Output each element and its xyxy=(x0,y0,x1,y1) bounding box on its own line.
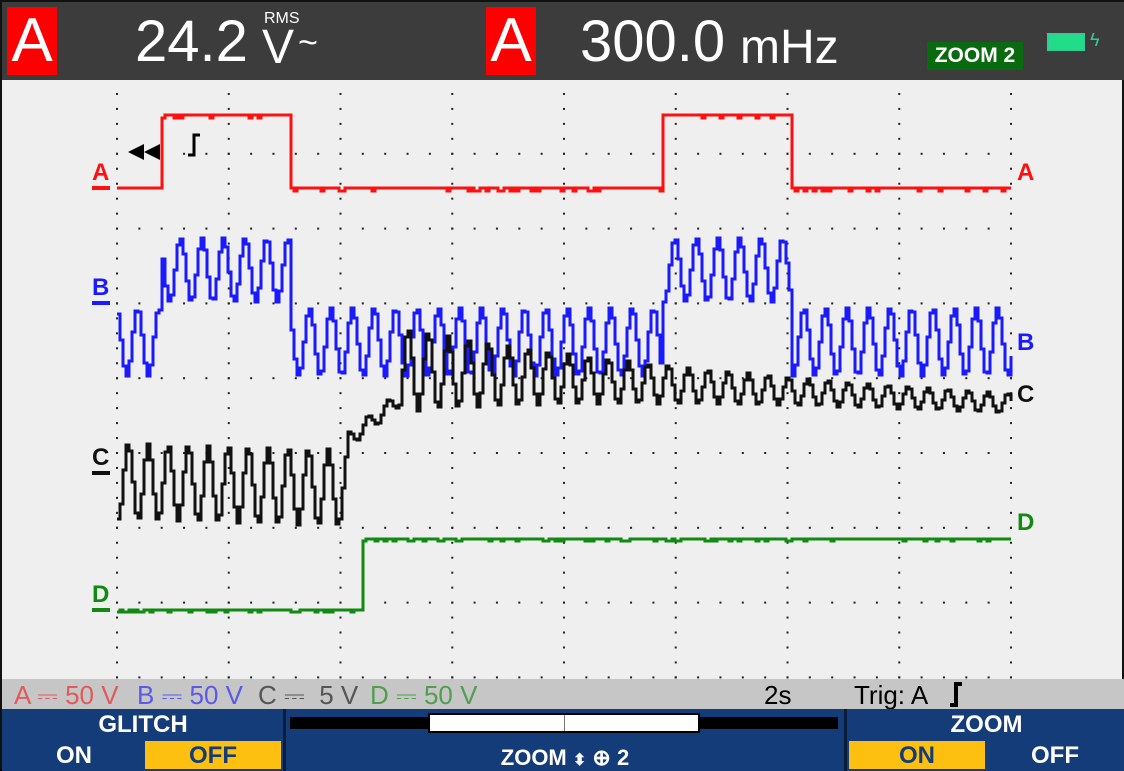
zoom-in-icon: ⊕ xyxy=(592,745,611,770)
trace-c xyxy=(117,329,1013,527)
divider xyxy=(844,709,847,771)
channel-marker-underline xyxy=(92,608,110,612)
ac-dc-icon: ~ xyxy=(298,24,318,62)
divider xyxy=(283,709,286,771)
battery-charging-icon xyxy=(1047,33,1085,51)
channel-marker-underline xyxy=(92,471,110,475)
channel-marker-underline xyxy=(92,301,110,305)
glitch-softkey[interactable]: GLITCH ON OFF xyxy=(2,709,284,771)
rising-edge-icon xyxy=(946,681,966,714)
charging-bolt-icon: ϟ xyxy=(1090,30,1100,50)
glitch-title: GLITCH xyxy=(98,711,188,738)
channel-marker-a[interactable]: A xyxy=(92,159,109,186)
zoom-window-slider[interactable] xyxy=(428,713,700,733)
trigger-edge-marker-icon xyxy=(188,133,200,157)
zoom-label: ZOOM xyxy=(500,745,567,770)
channel-label-right-a: A xyxy=(1017,159,1034,186)
zoom-value: 2 xyxy=(616,745,630,770)
channel-marker-b[interactable]: B xyxy=(92,274,109,301)
scale-d: D ⎓ 50 V xyxy=(370,680,478,710)
trigger-info: Trig: A xyxy=(854,680,929,710)
reading1-qualifier: RMS xyxy=(264,10,300,27)
channel-marker-underline xyxy=(92,186,110,190)
status-bar: A ⎓ 50 V B ⎓ 50 V C ⎓ 5 V D ⎓ 50 V 2s Tr… xyxy=(2,679,1124,710)
timebase: 2s xyxy=(764,680,792,710)
channel-marker-d[interactable]: D xyxy=(92,581,109,608)
glitch-on[interactable]: ON xyxy=(56,742,92,769)
channel-label-right-b: B xyxy=(1017,329,1034,356)
traces xyxy=(117,113,1013,614)
zoom-softkey[interactable]: ZOOM ON OFF xyxy=(847,709,1124,771)
softkey-bar: GLITCH ON OFF ZOOM ⬍ ⊕ 2 ZOOM ON OFF xyxy=(2,709,1124,771)
up-down-arrows-icon: ⬍ xyxy=(572,752,587,769)
reading2-value: 300.0 xyxy=(580,9,726,74)
zoom-badge: ZOOM 2 xyxy=(927,42,1023,70)
zoom-control[interactable]: ZOOM ⬍ ⊕ 2 xyxy=(286,709,844,771)
scale-b: B ⎓ 50 V xyxy=(137,680,244,710)
scale-a: A ⎓ 50 V xyxy=(14,680,119,710)
channel-label-right-d: D xyxy=(1017,509,1034,536)
scroll-left-icon[interactable] xyxy=(128,144,160,160)
reading1-channel: A xyxy=(7,7,57,75)
zoom-on[interactable]: ON xyxy=(849,741,985,769)
measurement-header: A 24.2 RMS V ~ A 300.0 mHz ZOOM 2 ϟ xyxy=(2,2,1124,80)
reading1-value: 24.2 xyxy=(135,9,248,74)
trace-d xyxy=(117,537,1011,614)
reading2-unit: mHz xyxy=(740,21,839,74)
reading1-unit: V xyxy=(262,21,295,74)
zoom-title: ZOOM xyxy=(950,711,1023,738)
zoom-off[interactable]: OFF xyxy=(1031,742,1079,769)
trace-b xyxy=(117,236,1013,378)
scale-c: C ⎓ 5 V xyxy=(258,680,359,710)
channel-marker-c[interactable]: C xyxy=(92,444,109,471)
trace-a xyxy=(117,113,1011,193)
channel-label-right-c: C xyxy=(1017,381,1034,408)
glitch-off[interactable]: OFF xyxy=(145,741,281,769)
reading2-channel: A xyxy=(486,7,536,75)
